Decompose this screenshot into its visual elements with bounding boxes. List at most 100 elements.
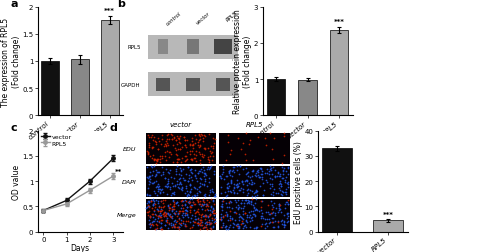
- Point: [236, 165, 244, 169]
- Point: [238, 216, 246, 220]
- Point: [197, 223, 205, 227]
- Point: [198, 154, 206, 158]
- Point: [179, 222, 187, 226]
- Point: [190, 146, 198, 150]
- Point: [207, 144, 215, 148]
- Point: [194, 203, 202, 207]
- Point: [161, 223, 169, 227]
- Point: [186, 208, 194, 212]
- Point: [164, 144, 172, 148]
- Point: [192, 202, 200, 206]
- Point: [266, 176, 274, 180]
- Point: [150, 180, 158, 184]
- Point: [200, 153, 207, 157]
- Point: [243, 215, 251, 219]
- Point: [162, 137, 170, 141]
- Point: [239, 212, 247, 216]
- Point: [255, 209, 263, 213]
- Point: [201, 225, 209, 229]
- Point: [188, 158, 196, 162]
- Point: [245, 201, 253, 205]
- Point: [240, 211, 248, 215]
- Point: [178, 199, 186, 203]
- Bar: [322, 149, 352, 232]
- Point: [176, 224, 184, 228]
- Point: [230, 191, 237, 195]
- Point: [156, 157, 164, 161]
- Point: [184, 200, 192, 204]
- Point: [258, 222, 266, 226]
- Point: [207, 222, 215, 226]
- Point: [185, 173, 193, 177]
- Point: [191, 169, 199, 173]
- Point: [282, 190, 290, 194]
- Point: [144, 186, 152, 190]
- Point: [172, 138, 180, 142]
- Point: [199, 214, 207, 218]
- Point: [233, 165, 241, 169]
- Point: [248, 180, 256, 184]
- Point: [234, 184, 241, 188]
- Point: [162, 177, 170, 181]
- Point: [148, 222, 156, 226]
- Point: [186, 143, 194, 147]
- Point: [157, 206, 165, 210]
- Point: [233, 224, 241, 228]
- Point: [168, 133, 176, 137]
- Point: [280, 153, 288, 157]
- Point: [146, 178, 154, 182]
- Point: [186, 152, 194, 156]
- Point: [164, 171, 172, 175]
- Point: [174, 214, 182, 218]
- Point: [184, 205, 192, 209]
- Point: [172, 212, 179, 216]
- Point: [224, 187, 232, 191]
- Point: [152, 227, 160, 231]
- Point: [195, 189, 203, 193]
- Point: [242, 158, 250, 162]
- Text: vector: vector: [196, 11, 212, 25]
- Point: [148, 181, 156, 185]
- Point: [196, 135, 203, 139]
- Point: [150, 165, 158, 169]
- Point: [257, 172, 265, 176]
- Point: [182, 154, 190, 159]
- Point: [283, 211, 291, 215]
- Point: [220, 213, 228, 217]
- Point: [158, 202, 166, 206]
- Point: [150, 153, 158, 158]
- Point: [210, 221, 218, 225]
- Point: [186, 158, 194, 162]
- Point: [284, 211, 292, 215]
- Point: [156, 170, 164, 174]
- Point: [204, 168, 212, 172]
- Point: [252, 207, 260, 211]
- Point: [163, 149, 171, 153]
- Point: [148, 212, 156, 216]
- Point: [234, 184, 242, 188]
- Point: [240, 204, 248, 208]
- Point: [250, 212, 258, 216]
- Point: [188, 213, 196, 217]
- Point: [200, 193, 208, 197]
- Point: [222, 194, 230, 198]
- Point: [250, 226, 258, 230]
- Point: [252, 171, 260, 175]
- Point: [172, 219, 180, 223]
- Point: [263, 181, 271, 185]
- Point: [236, 165, 244, 169]
- Point: [275, 186, 283, 190]
- Point: [244, 183, 252, 187]
- Point: [150, 217, 158, 221]
- Point: [202, 223, 210, 227]
- Point: [175, 217, 183, 221]
- Point: [158, 218, 166, 222]
- Point: [268, 211, 276, 215]
- Point: [208, 221, 216, 225]
- Point: [236, 218, 244, 223]
- Point: [206, 226, 214, 230]
- Point: [186, 190, 194, 194]
- Point: [145, 200, 153, 204]
- Point: [174, 209, 182, 213]
- Point: [174, 160, 182, 164]
